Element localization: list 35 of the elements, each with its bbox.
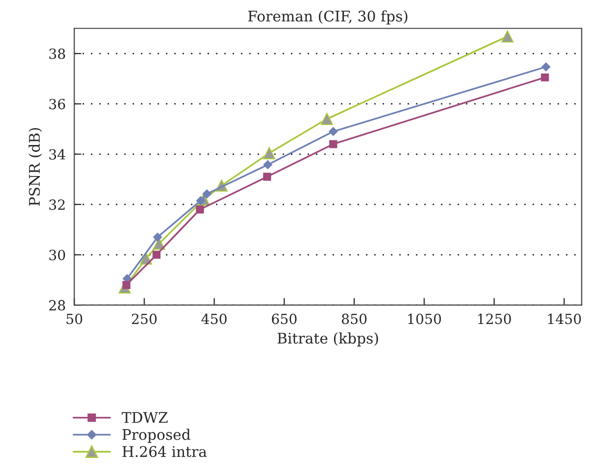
point (328, 127, 338, 136)
x-tick-label: 50 (66, 314, 82, 324)
y-tick-label: 38 (49, 48, 66, 60)
y-tick-label: 28 (49, 300, 66, 311)
point (329, 140, 338, 148)
point (202, 189, 212, 198)
point (540, 73, 549, 82)
point (542, 62, 550, 72)
x-tick-label: 850 (342, 314, 367, 324)
legend-label: TDWZ (122, 412, 168, 423)
point (122, 280, 130, 289)
x-tick-label: 1250 (478, 314, 511, 324)
point (501, 30, 514, 43)
x-tick-label: 1450 (548, 314, 581, 324)
x-tick-label: 450 (201, 314, 227, 324)
x-tick-label: 650 (272, 314, 297, 324)
legend-label: H.264 intra (122, 446, 207, 458)
point (263, 172, 272, 181)
point (196, 196, 206, 206)
point (152, 250, 161, 259)
point (263, 160, 272, 170)
point (263, 147, 276, 160)
point (153, 232, 162, 242)
point (320, 112, 333, 126)
y-axis-title: PSNR (dB) (28, 128, 42, 206)
y-tick-label: 36 (49, 98, 66, 110)
chart-title: Foreman (CIF, 30 fps) (248, 10, 408, 24)
point (196, 206, 204, 214)
x-tick-label: 1050 (408, 314, 441, 324)
y-tick-label: 32 (49, 199, 65, 210)
y-tick-label: 30 (49, 250, 66, 260)
x-tick-label: 250 (132, 314, 157, 324)
x-axis-title: Bitrate (kbps) (278, 332, 378, 347)
y-tick-label: 34 (49, 149, 66, 160)
legend-label: Proposed (122, 428, 190, 443)
